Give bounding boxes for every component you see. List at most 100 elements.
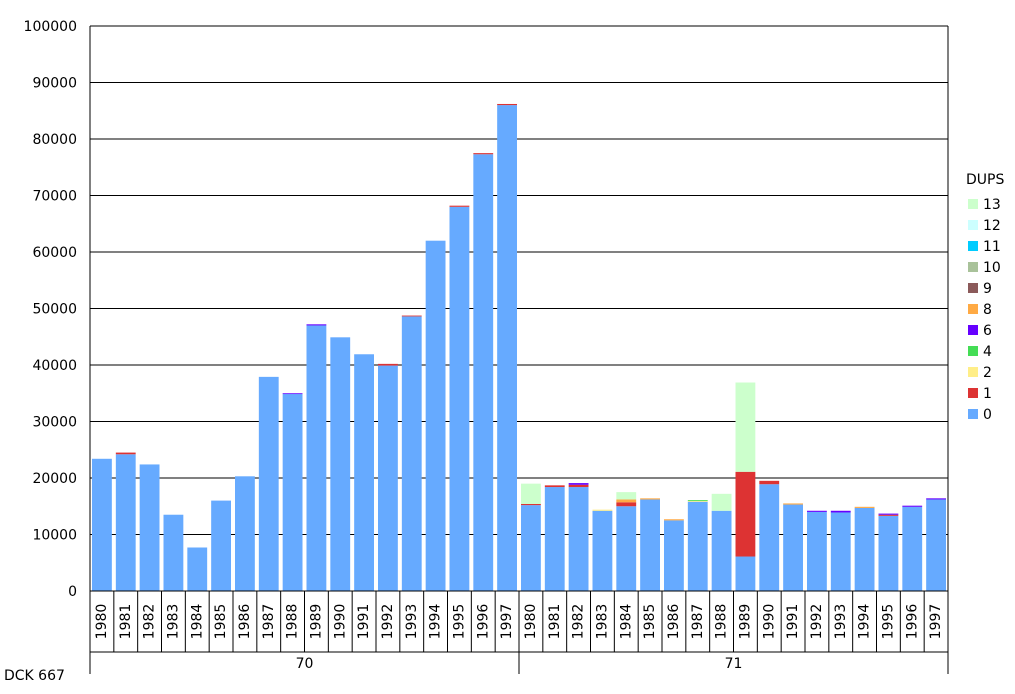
bar-segment-71-1986-dups-8 [664,519,684,521]
bar-segment-70-1997-dups-0 [497,105,517,591]
bar-segment-71-1996-dups-6 [902,505,923,507]
bar-segment-70-1980-dups-0 [92,458,112,591]
y-tick-label: 0 [68,584,77,600]
bar-segment-71-1981-dups-0 [544,487,565,591]
bar-segment-70-1983-dups-0 [163,514,184,591]
group-label: 70 [296,656,314,672]
legend-swatch-13 [968,199,978,209]
bar-segment-71-1985-dups-8 [640,498,660,500]
bar-segment-70-1996-dups-1 [473,153,494,155]
x-tick-label: 1997 [928,604,944,640]
legend-label-2: 2 [983,365,992,381]
x-tick-label: 1989 [737,604,753,640]
bar-segment-71-1985-dups-0 [640,499,660,591]
bar-segment-71-1992-dups-6 [807,510,827,512]
bar-segment-71-1994-dups-8 [854,506,875,508]
x-tick-label: 1997 [499,604,515,640]
bar-segment-71-1982-dups-0 [568,487,589,591]
x-tick-label: 1981 [118,604,134,640]
bar-segment-70-1981-dups-1 [115,452,136,455]
bar-segment-70-1985-dups-0 [211,500,231,591]
x-tick-label: 1988 [714,604,730,640]
bar-segment-70-1989-dups-6 [306,324,327,326]
bar-segment-71-1994-dups-0 [854,507,875,591]
legend-label-13: 13 [983,197,1001,213]
legend-swatch-10 [968,262,978,272]
y-tick-label: 90000 [32,76,77,92]
x-tick-label: 1984 [189,604,205,640]
bar-segment-71-1990-dups-0 [759,484,780,591]
x-tick-label: 1995 [880,604,896,640]
x-tick-label: 1985 [642,604,658,640]
bar-segment-71-1991-dups-8 [783,503,803,505]
legend-label-0: 0 [983,407,992,423]
bar-segment-71-1989-dups-0 [735,556,756,591]
x-tick-label: 1994 [857,604,873,640]
bar-segment-70-1992-dups-0 [378,365,398,591]
bar-segment-70-1992-dups-1 [378,363,398,366]
x-tick-label: 1991 [356,604,372,640]
bar-segment-70-1995-dups-1 [449,205,470,207]
y-tick-label: 60000 [32,245,77,261]
bar-segment-71-1991-dups-0 [783,504,803,591]
footer-label: DCK 667 [4,668,65,684]
bar-segment-70-1986-dups-0 [235,476,255,591]
legend-swatch-6 [968,325,978,335]
legend-label-10: 10 [983,260,1001,276]
x-tick-label: 1980 [94,604,110,640]
legend-swatch-4 [968,346,978,356]
bar-segment-71-1984-dups-1 [616,502,637,507]
bar-segment-70-1981-dups-0 [115,454,136,591]
legend-label-8: 8 [983,302,992,318]
x-tick-label: 1990 [761,604,777,640]
bar-segment-71-1987-dups-0 [687,501,708,591]
x-tick-label: 1989 [308,604,324,640]
bar-segment-70-1988-dups-0 [282,393,303,591]
bar-segment-71-1997-dups-6 [926,498,946,500]
legend-swatch-12 [968,220,978,230]
y-tick-label: 100000 [24,19,77,35]
x-tick-label: 1987 [690,604,706,640]
bar-segment-71-1986-dups-0 [664,520,684,591]
bar-segment-71-1980-dups-0 [521,505,541,591]
bar-segment-71-1992-dups-0 [807,511,827,591]
legend-label-1: 1 [983,386,992,402]
bar-segment-71-1993-dups-6 [830,510,851,513]
legend-swatch-9 [968,283,978,293]
legend-label-11: 11 [983,239,1001,255]
y-tick-label: 10000 [32,528,77,544]
bar-segment-71-1983-dups-2 [592,509,613,511]
bar-segment-70-1989-dups-0 [306,325,327,591]
bar-segment-70-1996-dups-0 [473,154,494,591]
bar-segment-71-1995-dups-6 [878,513,899,515]
legend-swatch-0 [968,409,978,419]
x-tick-label: 1995 [451,604,467,640]
bar-segment-71-1989-dups-1 [735,471,756,557]
bar-segment-71-1996-dups-0 [902,506,923,591]
x-tick-label: 1996 [904,604,920,640]
x-tick-label: 1986 [237,604,253,640]
x-tick-label: 1994 [428,604,444,640]
bar-segment-71-1988-dups-13 [711,493,732,511]
y-tick-label: 40000 [32,358,77,374]
bar-segment-71-1990-dups-1 [759,480,780,485]
x-tick-label: 1982 [142,604,158,640]
x-tick-label: 1983 [594,604,610,640]
bar-segment-71-1982-dups-1 [568,484,589,488]
legend-label-12: 12 [983,218,1001,234]
x-tick-label: 1986 [666,604,682,640]
bar-segment-70-1994-dups-0 [425,240,446,591]
x-tick-label: 1981 [547,604,563,640]
x-tick-label: 1982 [571,604,587,640]
bar-segment-70-1984-dups-0 [187,547,208,591]
y-tick-label: 80000 [32,132,77,148]
bar-segment-71-1984-dups-0 [616,506,637,591]
bar-segment-71-1988-dups-0 [711,510,732,591]
x-tick-label: 1991 [785,604,801,640]
legend-swatch-2 [968,367,978,377]
bar-segment-70-1982-dups-0 [139,464,160,591]
x-tick-label: 1985 [213,604,229,640]
legend-swatch-11 [968,241,978,251]
